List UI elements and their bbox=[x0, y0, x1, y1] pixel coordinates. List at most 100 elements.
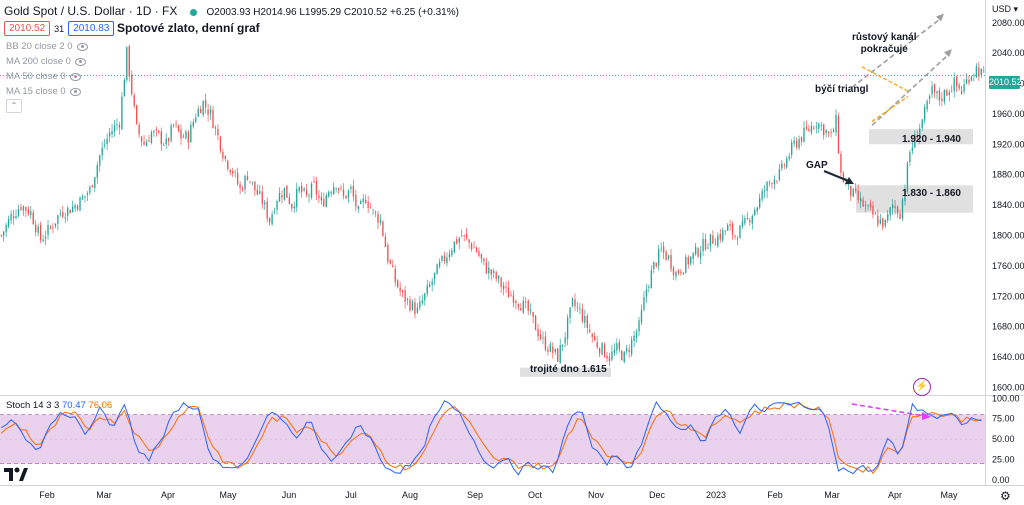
candle-body bbox=[520, 307, 522, 311]
candle-body bbox=[800, 137, 803, 142]
candle-body bbox=[197, 108, 199, 117]
candle-body bbox=[626, 348, 628, 352]
candle-body bbox=[406, 298, 409, 300]
stoch-axis[interactable]: 100.00 75.00 50.00 25.00 0.00 bbox=[992, 393, 1020, 485]
candle-body bbox=[202, 100, 204, 116]
candle-body bbox=[10, 214, 12, 221]
x-tick-label: Oct bbox=[528, 490, 543, 500]
candle-body bbox=[527, 300, 529, 311]
candle-body bbox=[510, 295, 512, 297]
symbol-title[interactable]: Gold Spot / U.S. Dollar · 1D · FX bbox=[4, 4, 178, 18]
candle-body bbox=[483, 258, 485, 262]
annotation-triangle: býčí triangl bbox=[815, 84, 869, 95]
candle-body bbox=[108, 132, 111, 137]
candle-body bbox=[271, 214, 273, 225]
candle-body bbox=[71, 206, 74, 212]
candle-body bbox=[369, 207, 372, 209]
chart-subtitle: Spotové zlato, denní graf bbox=[117, 21, 260, 35]
candle-body bbox=[187, 132, 190, 143]
candle-body bbox=[135, 105, 138, 124]
candle-body bbox=[480, 254, 483, 259]
candle-body bbox=[813, 127, 815, 129]
x-tick-label: Feb bbox=[767, 490, 783, 500]
candle-body bbox=[195, 117, 197, 122]
candle-body bbox=[177, 125, 180, 132]
candle-body bbox=[754, 210, 756, 215]
candle-body bbox=[909, 152, 911, 163]
candle-body bbox=[638, 320, 640, 332]
candle-body bbox=[933, 84, 936, 93]
candle-body bbox=[323, 199, 325, 207]
candle-body bbox=[722, 229, 724, 241]
indicator-bb[interactable]: BB 20 close 2 0 bbox=[6, 41, 88, 52]
candle-body bbox=[773, 179, 776, 185]
candle-body bbox=[643, 297, 645, 310]
candle-body bbox=[296, 188, 298, 208]
settings-gear-icon[interactable]: ⚙ bbox=[1000, 489, 1011, 503]
candle-body bbox=[99, 155, 101, 166]
candle-body bbox=[401, 290, 404, 293]
candle-body bbox=[180, 129, 182, 139]
x-tick-label: Aug bbox=[402, 490, 418, 500]
candle-body bbox=[823, 124, 825, 136]
candle-body bbox=[443, 255, 446, 262]
support-zones bbox=[0, 75, 985, 377]
candle-body bbox=[712, 235, 714, 244]
candle-body bbox=[305, 189, 308, 196]
candle-body bbox=[855, 188, 857, 192]
y-tick-label: 1760.00 bbox=[992, 261, 1024, 271]
candle-body bbox=[409, 299, 411, 311]
sell-button[interactable]: 2010.52 bbox=[4, 21, 51, 36]
lightning-icon[interactable]: ⚡ bbox=[913, 378, 931, 396]
candle-body bbox=[702, 238, 704, 252]
candle-body bbox=[320, 196, 323, 201]
stoch-tick-label: 0.00 bbox=[992, 475, 1010, 485]
candle-body bbox=[502, 285, 505, 289]
buy-button[interactable]: 2010.83 bbox=[68, 21, 115, 36]
eye-icon[interactable] bbox=[74, 57, 86, 66]
candle-body bbox=[254, 181, 256, 191]
candle-body bbox=[650, 270, 653, 289]
indicator-ma200[interactable]: MA 200 close 0 bbox=[6, 56, 86, 67]
indicator-ma50[interactable]: MA 50 close 0 bbox=[6, 71, 81, 82]
candle-body bbox=[928, 96, 931, 99]
candle-body bbox=[493, 270, 495, 273]
stoch-header[interactable]: Stoch 14 3 3 70.47 76.06 bbox=[6, 400, 112, 411]
time-axis[interactable]: Feb Mar Apr May Jun Jul Aug Sep Oct Nov Dec 2023 Feb… bbox=[39, 490, 958, 500]
candle-body bbox=[791, 142, 793, 155]
candle-body bbox=[433, 272, 436, 280]
candle-body bbox=[517, 304, 520, 308]
currency-label[interactable]: USD ▾ bbox=[992, 4, 1019, 14]
candle-body bbox=[505, 287, 507, 288]
candle-body bbox=[618, 342, 620, 350]
candle-body bbox=[904, 190, 906, 202]
eye-icon[interactable] bbox=[76, 42, 88, 51]
indicator-label: MA 200 close 0 bbox=[6, 56, 71, 67]
candle-body bbox=[12, 216, 15, 219]
candle-body bbox=[864, 204, 867, 207]
candle-body bbox=[160, 131, 162, 145]
y-tick-label: 1840.00 bbox=[992, 200, 1024, 210]
eye-icon[interactable] bbox=[69, 87, 81, 96]
candle-body bbox=[566, 317, 569, 340]
candle-body bbox=[94, 177, 96, 189]
eye-icon[interactable] bbox=[69, 72, 81, 81]
collapse-indicators-button[interactable]: ⌃ bbox=[6, 99, 22, 113]
candle-body bbox=[123, 80, 126, 97]
candle-body bbox=[241, 188, 244, 191]
zone-lower-label: 1.830 - 1.860 bbox=[902, 188, 961, 199]
candle-body bbox=[39, 224, 42, 241]
candle-body bbox=[143, 141, 145, 145]
candle-body bbox=[586, 315, 588, 328]
candle-body bbox=[759, 197, 761, 208]
candle-body bbox=[204, 100, 207, 108]
candle-body bbox=[224, 155, 226, 160]
candle-body bbox=[926, 101, 928, 110]
candle-body bbox=[724, 230, 726, 232]
candle-body bbox=[360, 201, 362, 204]
candle-body bbox=[182, 136, 185, 138]
candle-body bbox=[778, 169, 781, 180]
candle-body bbox=[219, 136, 222, 151]
indicator-ma15[interactable]: MA 15 close 0 bbox=[6, 86, 81, 97]
